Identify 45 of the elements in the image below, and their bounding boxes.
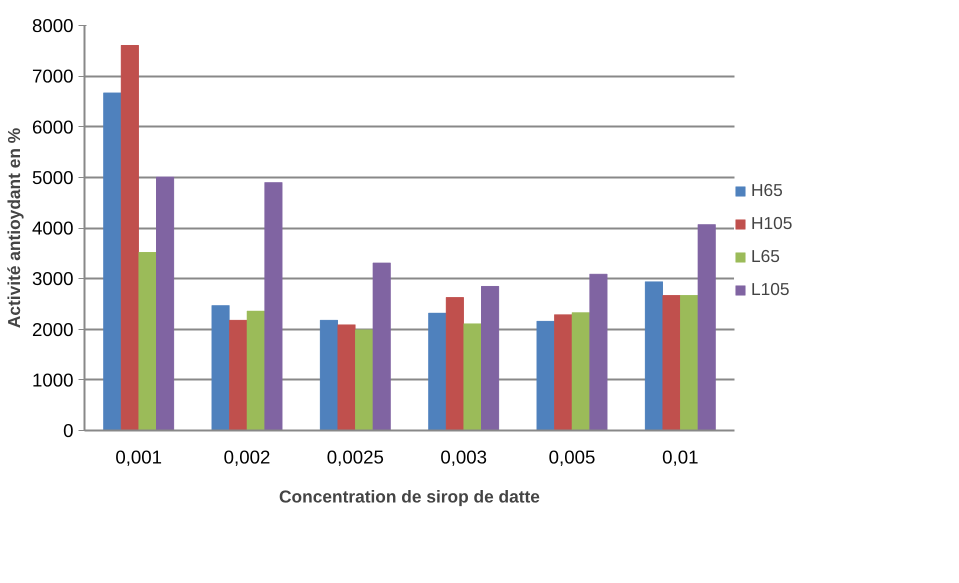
- bar: [428, 312, 446, 430]
- y-tick-label: 6000: [32, 116, 74, 138]
- bar: [481, 286, 500, 430]
- bar: [680, 295, 698, 430]
- legend-label: H105: [751, 213, 792, 234]
- bar: [264, 182, 282, 430]
- x-tick-label: 0,005: [548, 446, 596, 468]
- y-tick-label: 0: [63, 420, 74, 441]
- bar: [589, 274, 608, 430]
- y-tick-label: 7000: [32, 66, 74, 87]
- bar: [355, 330, 374, 430]
- legend-label: L65: [751, 246, 780, 267]
- bar: [662, 295, 681, 430]
- bar: [320, 320, 338, 430]
- legend-label: L105: [751, 279, 790, 300]
- y-tick-label: 8000: [32, 15, 74, 36]
- bar: [120, 44, 139, 430]
- x-tick-label: 0,001: [115, 446, 162, 468]
- legend-label: H65: [751, 180, 783, 201]
- y-tick-label: 3000: [32, 268, 74, 290]
- bar: [138, 252, 157, 430]
- bar: [372, 262, 391, 430]
- y-tick-label: 2000: [32, 318, 74, 340]
- bar: [446, 297, 464, 430]
- x-tick-label: 0,003: [440, 446, 488, 468]
- bar: [554, 314, 572, 430]
- bar: [644, 281, 663, 430]
- bar: [698, 224, 716, 430]
- bar: [246, 310, 265, 430]
- bar: [212, 305, 230, 430]
- bar: [463, 323, 482, 430]
- bar: [103, 92, 122, 430]
- y-tick-label: 4000: [32, 218, 74, 238]
- bar: [156, 176, 174, 430]
- bar: [536, 320, 555, 430]
- y-axis-title: Activité antioydant en %: [4, 128, 24, 328]
- x-axis-title: Concentration de sirop de datte: [279, 486, 540, 506]
- bar: [572, 312, 590, 430]
- x-tick-label: 0,002: [224, 446, 270, 468]
- bar: [337, 324, 356, 430]
- x-tick-label: 0,0025: [326, 446, 384, 468]
- bar: [229, 320, 248, 430]
- y-tick-label: 1000: [32, 369, 74, 390]
- x-tick-label: 0,01: [662, 446, 698, 468]
- y-tick-label: 5000: [32, 166, 74, 188]
